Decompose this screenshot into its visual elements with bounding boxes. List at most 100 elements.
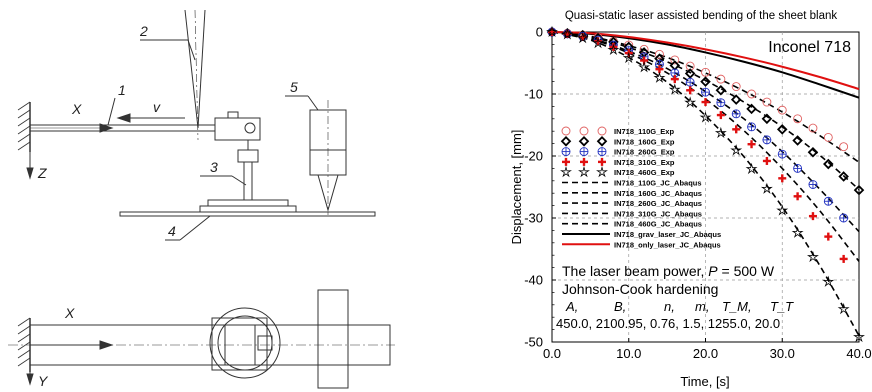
jc-header-b: B,: [614, 299, 626, 314]
data-point-IN718_310G_Exp: [824, 232, 833, 241]
data-point-IN718_460G_Exp: [760, 182, 773, 194]
label-y: Y: [38, 373, 49, 389]
clamp-block: [237, 149, 259, 163]
data-point-IN718_460G_Exp: [561, 28, 574, 40]
label-5: 5: [290, 79, 298, 95]
power-label: The laser beam power, P = 500 W: [562, 263, 775, 279]
data-point-IN718_310G_Exp: [716, 111, 725, 120]
label-z: Z: [37, 165, 47, 181]
data-point-IN718_310G_Exp: [778, 174, 787, 183]
legend-marker: [560, 165, 572, 178]
data-point-IN718_110G_Exp: [731, 82, 741, 92]
data-point-IN718_260G_Exp: [762, 135, 772, 145]
data-point-IN718_310G_Exp: [670, 75, 679, 84]
clamp-body: [214, 117, 261, 141]
data-point-IN718_160G_Exp: [776, 124, 788, 135]
legend-label: IN718_110G_JC_Abaqus: [614, 179, 702, 188]
legend-marker: [596, 165, 608, 178]
data-point-IN718_110G_Exp: [808, 123, 818, 133]
data-point-IN718_460G_Exp: [684, 96, 697, 108]
legend-label: IN718_160G_JC_Abaqus: [614, 189, 702, 198]
x-axis-bottom-head: [99, 340, 114, 350]
data-point-IN718_110G_Exp: [839, 142, 849, 152]
jc-headers: A, B, n, m, T_M, T_T: [565, 299, 794, 314]
leader-3: [231, 175, 247, 186]
laser-beam-right: [197, 9, 206, 129]
leader-1: [107, 97, 116, 126]
data-point-IN718_110G_Exp: [777, 105, 787, 115]
label-1: 1: [118, 82, 126, 98]
grid: [552, 32, 859, 342]
bottom-schematic: [8, 289, 395, 389]
power-symbol: P: [708, 263, 718, 279]
weight-disc: [209, 307, 281, 379]
power-value: = 500 W: [718, 263, 775, 279]
data-point-IN718_110G_Exp: [655, 49, 664, 59]
legend-entry: IN718_310G_JC_Abaqus: [562, 209, 702, 218]
legend-entry: IN718_only_laser_JC_Abaqus: [562, 240, 721, 249]
label-x-top: X: [71, 101, 82, 117]
device-5-top-view: [317, 289, 349, 389]
legend-marker: [597, 147, 607, 157]
data-point-IN718_460G_Exp: [791, 226, 804, 238]
clamp-inner: [224, 324, 256, 366]
legend-entry: IN718_460G_JC_Abaqus: [562, 220, 702, 229]
data-point-IN718_460G_Exp: [745, 162, 758, 175]
data-point-IN718_460G_Exp: [653, 71, 666, 83]
data-point-IN718_460G_Exp: [607, 43, 620, 56]
data-point-IN718_260G_Exp: [777, 149, 787, 159]
data-point-IN718_110G_Exp: [823, 132, 833, 142]
jc-header-tt: T_T: [770, 299, 794, 314]
y-tick-label: -30: [524, 211, 543, 226]
data-point-IN718_110G_Exp: [670, 55, 680, 65]
data-point-IN718_260G_Exp: [747, 122, 756, 132]
legend-label: IN718_only_laser_JC_Abaqus: [614, 240, 721, 249]
jc-header-tm: T_M,: [722, 299, 752, 314]
data-point-IN718_160G_Exp: [807, 147, 819, 158]
label-v: v: [153, 99, 161, 115]
clamp-screw: [257, 335, 273, 351]
x-tick-label: 40.0: [846, 346, 871, 361]
data-point-IN718_460G_Exp: [668, 83, 681, 95]
jc-header-a: A,: [565, 299, 578, 314]
y-tick-label: -20: [524, 149, 543, 164]
data-point-IN718_160G_Exp: [792, 135, 803, 146]
load-plate-top: [207, 199, 289, 207]
data-point-IN718_460G_Exp: [730, 144, 743, 156]
legend-marker: [560, 136, 572, 147]
data-point-IN718_460G_Exp: [776, 204, 789, 216]
data-point-IN718_310G_Exp: [793, 192, 802, 201]
bottom-schematic-labels: X Y: [38, 305, 75, 389]
series-line-IN718_only_laser_JC_Abaqus: [551, 31, 860, 90]
data-point-IN718_110G_Exp: [762, 97, 772, 107]
y-tick-label: -10: [524, 87, 543, 102]
label-3: 3: [210, 159, 218, 175]
legend-label: IN718_310G_JC_Abaqus: [614, 209, 702, 218]
data-point-IN718_460G_Exp: [699, 111, 712, 123]
legend-label: IN718_110G_Exp: [614, 127, 674, 136]
legend-marker: [578, 165, 590, 178]
leader-4: [179, 215, 211, 241]
data-point-IN718_260G_Exp: [793, 163, 803, 173]
clamp-pin: [244, 122, 256, 134]
clamp-nut: [227, 111, 239, 119]
legend-entry: IN718_310G_Exp: [562, 157, 675, 167]
label-x-bottom: X: [64, 305, 75, 321]
y-tick-label: -40: [524, 273, 543, 288]
data-point-IN718_260G_Exp: [731, 109, 741, 119]
v-arrow-head: [116, 113, 131, 123]
data-point-IN718_260G_Exp: [716, 98, 726, 108]
chart-title: Quasi-static laser assisted bending of t…: [565, 10, 838, 22]
laser-axis: [194, 9, 199, 141]
data-point-IN718_160G_Exp: [853, 184, 865, 196]
legend-marker: [598, 157, 606, 166]
jc-title: Johnson-Cook hardening: [562, 281, 718, 297]
data-point-IN718_260G_Exp: [823, 196, 833, 206]
legend-marker: [580, 157, 588, 166]
label-4: 4: [168, 223, 176, 239]
x-tick-label: 0.0: [543, 346, 561, 361]
x-tick-label: 30.0: [770, 346, 795, 361]
data-point-IN718_260G_Exp: [839, 213, 849, 223]
data-point-IN718_160G_Exp: [684, 68, 696, 79]
